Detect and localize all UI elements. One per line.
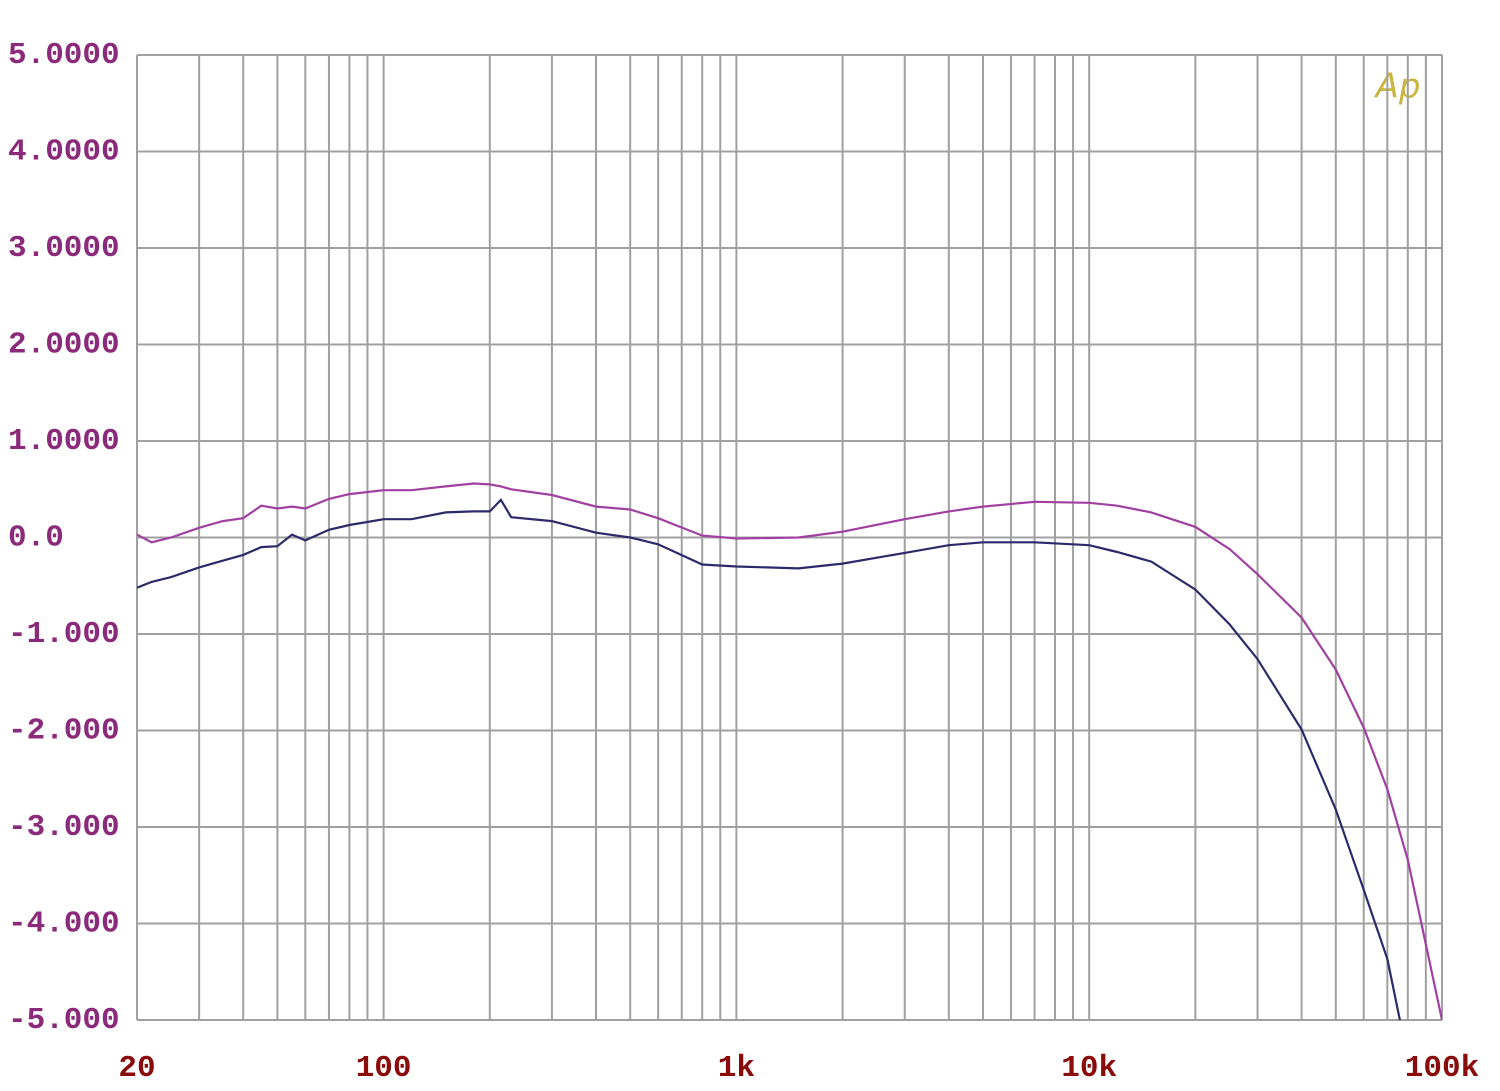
- x-tick-label: 10k: [1061, 1051, 1117, 1086]
- y-tick-label: -4.000: [8, 907, 120, 942]
- y-tick-label: 4.0000: [8, 135, 120, 170]
- series-line: [137, 482, 1442, 1020]
- x-tick-label: 100: [356, 1051, 412, 1086]
- y-tick-label: -2.000: [8, 714, 120, 749]
- logo: Ap: [1374, 67, 1421, 107]
- y-tick-label: 1.0000: [8, 424, 120, 459]
- x-tick-label: 100k: [1405, 1051, 1479, 1086]
- y-tick-label: 0.0: [8, 521, 64, 556]
- y-tick-label: 3.0000: [8, 231, 120, 266]
- series-line: [137, 498, 1402, 1020]
- y-tick-label: -5.000: [8, 1003, 120, 1038]
- y-tick-label: 2.0000: [8, 328, 120, 363]
- y-tick-label: 5.0000: [8, 38, 120, 73]
- y-tick-label: -3.000: [8, 810, 120, 845]
- x-tick-label: 20: [118, 1051, 155, 1086]
- x-tick-label: 1k: [718, 1051, 755, 1086]
- y-tick-label: -1.000: [8, 617, 120, 652]
